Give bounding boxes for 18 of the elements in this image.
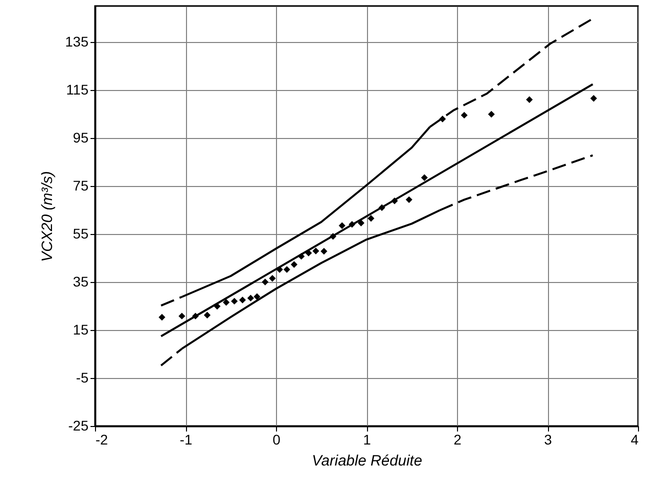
y-tick-label: 95 bbox=[72, 130, 89, 146]
x-tick-label: 4 bbox=[630, 432, 639, 448]
x-tick-label: -1 bbox=[180, 432, 192, 448]
y-tick-label: 115 bbox=[66, 82, 89, 98]
x-tick-label: 0 bbox=[272, 432, 281, 448]
x-tick-label: 1 bbox=[363, 432, 372, 448]
x-tick-label: 2 bbox=[454, 432, 462, 448]
y-axis-title: VCX20 (m³/s) bbox=[39, 171, 56, 262]
x-tick-label: 3 bbox=[544, 432, 552, 448]
y-tick-label: 75 bbox=[72, 178, 89, 194]
y-tick-label: 35 bbox=[72, 274, 89, 290]
y-tick-label: -25 bbox=[68, 418, 89, 434]
y-tick-label: 15 bbox=[72, 322, 89, 338]
x-tick-label: -2 bbox=[96, 432, 108, 448]
x-axis-title: Variable Réduite bbox=[312, 452, 422, 470]
y-tick-label: -5 bbox=[76, 370, 89, 386]
y-tick-label: 135 bbox=[65, 34, 89, 50]
y-tick-label: 55 bbox=[72, 226, 89, 242]
